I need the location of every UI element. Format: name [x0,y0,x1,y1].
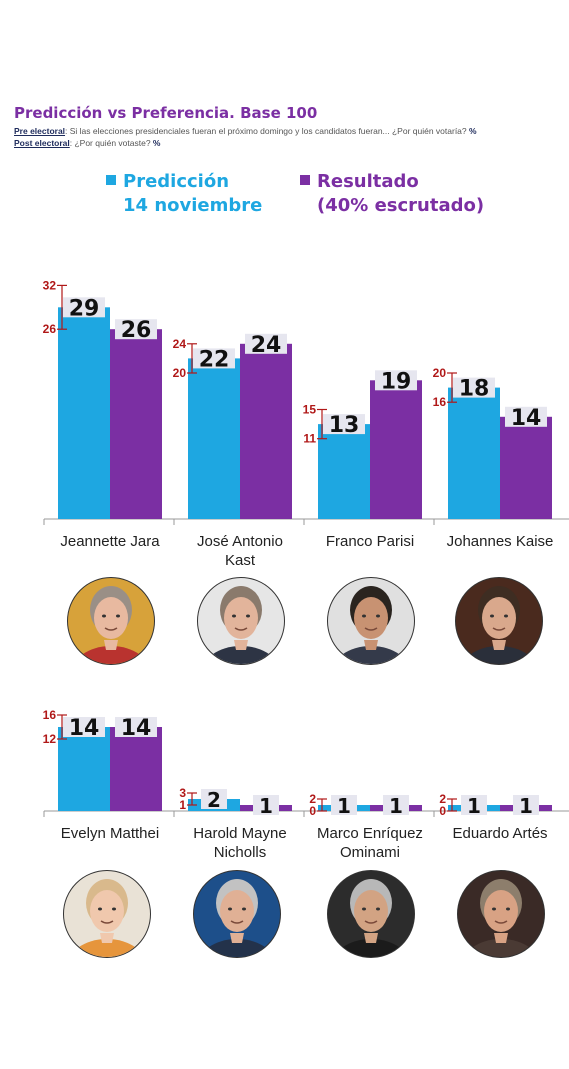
category-label: Kast [225,552,256,569]
bar-prediccion [58,307,110,519]
value-label-bg [453,377,495,398]
error-lower-label: 1 [179,798,186,812]
value-label: 1 [259,794,273,818]
value-label-bg [383,795,409,815]
error-upper-label: 2 [309,792,316,806]
bar-prediccion [58,727,110,811]
error-lower-label: 12 [43,732,57,746]
value-label: 1 [519,794,533,818]
legend-resultado-swatch [300,175,310,185]
eduardo-artes-photo [457,870,545,958]
error-upper-label: 2 [439,792,446,806]
category-label: Johannes Kaise [447,533,554,550]
legend-prediccion: Predicción 14 noviembre [106,170,262,218]
error-upper-label: 24 [173,337,187,351]
value-label: 14 [69,716,100,741]
error-lower-label: 20 [173,366,187,380]
pre-electoral-text: : Si las elecciones presidenciales fuera… [65,126,467,136]
value-label: 13 [329,413,360,438]
category-label: Harold Mayne [193,825,286,842]
bar-resultado [500,416,552,519]
bar-prediccion [318,424,370,519]
error-lower-label: 0 [439,804,446,818]
bar-prediccion [448,387,500,519]
value-label-bg [461,795,487,815]
value-label: 14 [121,716,152,741]
error-lower-label: 26 [43,322,57,336]
value-label-bg [193,348,235,369]
marco-enriquez-ominami-photo [327,870,415,958]
value-label-bg [63,717,105,737]
bar-resultado [370,380,422,519]
pre-electoral-pct: % [469,126,477,136]
error-upper-label: 20 [433,366,447,380]
error-upper-label: 15 [303,403,317,417]
category-label: Marco Enríquez [317,825,423,842]
value-label-bg [201,789,227,809]
category-label: Evelyn Matthei [61,825,159,842]
value-label: 1 [467,794,481,818]
post-electoral-label: Post electoral [14,138,70,148]
error-lower-label: 0 [309,804,316,818]
value-label-bg [245,333,287,354]
value-label: 2 [207,788,221,812]
value-label: 1 [389,794,403,818]
pre-electoral-label: Pre electoral [14,126,66,136]
legend-resultado-line2: (40% escrutado) [317,195,485,216]
post-electoral-text: : ¿Por quién votaste? [69,138,151,148]
value-label-bg [323,414,365,435]
category-label: Nicholls [214,844,267,861]
legend-prediccion-line2: 14 noviembre [123,195,263,216]
harold-mayne-nicholls-photo [193,870,281,958]
value-label-bg [375,370,417,391]
category-label: Ominami [340,844,400,861]
value-label-bg [513,795,539,815]
value-label-bg [115,319,157,340]
legend-resultado: Resultado (40% escrutado) [300,170,484,218]
franco-parisi-photo [327,577,415,665]
error-lower-label: 16 [433,395,447,409]
value-label-bg [505,406,547,427]
jeannette-jara-photo [67,577,155,665]
legend-prediccion-line1: Predicción [123,171,230,192]
value-label-bg [253,795,279,815]
legend-resultado-line1: Resultado [317,171,419,192]
value-label: 18 [459,377,490,402]
post-electoral-pct: % [152,138,161,148]
jose-antonio-kast-photo [197,577,285,665]
post-electoral-note: Post electoral: ¿Por quién votaste? % [14,138,160,148]
value-label: 1 [337,794,351,818]
value-label: 24 [251,333,282,358]
error-upper-label: 3 [179,786,186,800]
legend-prediccion-swatch [106,175,116,185]
bar-resultado [110,329,162,519]
category-label: Franco Parisi [326,533,414,550]
error-lower-label: 11 [303,432,316,446]
value-label-bg [63,297,105,318]
bar-prediccion [188,358,240,519]
category-label: Jeannette Jara [60,533,160,550]
category-label: José Antonio [197,533,283,550]
value-label: 29 [69,296,100,321]
chart-title: Predicción vs Preferencia. Base 100 [14,104,318,122]
value-label: 14 [511,406,542,431]
error-upper-label: 16 [43,708,57,722]
bar-resultado [240,343,292,519]
value-label-bg [331,795,357,815]
category-label: Eduardo Artés [452,825,547,842]
error-upper-label: 32 [43,278,57,292]
evelyn-matthei-photo [63,870,151,958]
value-label: 22 [199,347,230,372]
bar-resultado [110,727,162,811]
value-label: 26 [121,318,152,343]
pre-electoral-note: Pre electoral: Si las elecciones preside… [14,126,477,136]
johannes-kaiser-photo [455,577,543,665]
value-label-bg [115,717,157,737]
value-label: 19 [381,369,412,394]
